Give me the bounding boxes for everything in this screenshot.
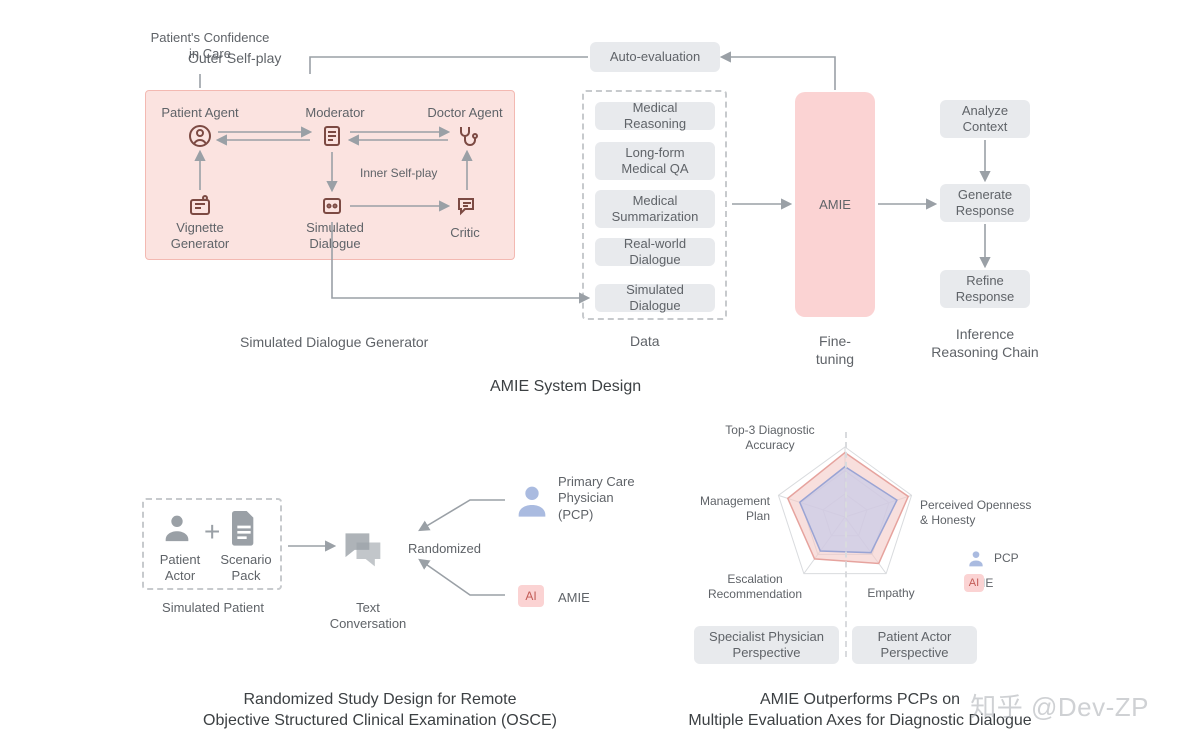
radar-axis-1: Perceived Openness & Honesty [920,498,1050,528]
title-osce: Randomized Study Design for Remote Objec… [195,690,565,732]
watermark: 知乎 @Dev-ZP [970,687,1149,724]
radar-axis-0: Top-3 Diagnostic Accuracy [710,423,830,453]
radar-axis-4: Management Plan [680,494,770,524]
pill-perspective-1: Patient Actor Perspective [852,626,977,664]
legend-pcp: PCP [966,548,1019,568]
legend-amie: AI AMIE [964,576,993,590]
radar-divider [845,432,847,657]
pcp-legend-icon [966,548,986,568]
radar-axis-3: Escalation Recommendation [700,572,810,602]
figure-root: Patient's Confidence in Care Outer Self-… [0,0,1179,754]
ai-legend-icon: AI [964,574,984,592]
radar-axis-2: Empathy [856,586,926,601]
legend-pcp-label: PCP [994,551,1019,565]
arrows-bottom-left [0,0,700,700]
pill-perspective-0: Specialist Physician Perspective [694,626,839,664]
